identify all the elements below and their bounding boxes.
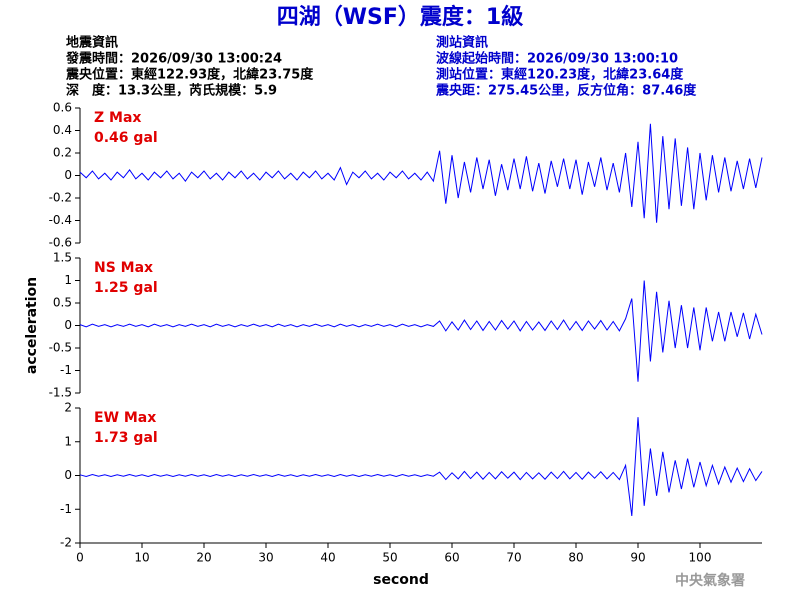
y-tick-label: -1 [60, 363, 72, 377]
max-label: 1.25 gal [94, 280, 158, 296]
info-line: 震央位置：東經122.93度，北緯23.75度 [65, 67, 314, 83]
info-line: 測站位置：東經120.23度，北緯23.64度 [436, 67, 684, 83]
max-label: Z Max [94, 110, 141, 126]
info-line: 波線起始時間：2026/09/30 13:00:10 [436, 51, 678, 67]
y-tick-label: 0 [64, 468, 72, 482]
x-tick-label: 10 [134, 551, 149, 565]
x-tick-label: 0 [76, 551, 84, 565]
waveform [79, 280, 763, 382]
y-tick-label: 1.5 [53, 251, 72, 265]
y-tick-label: 1 [64, 273, 72, 287]
y-tick-label: -0.5 [49, 341, 72, 355]
credit: 中央氣象署 [675, 572, 745, 589]
y-axis-label: acceleration [24, 277, 40, 374]
y-tick-label: 0.2 [53, 146, 72, 160]
max-label: 1.73 gal [94, 430, 158, 446]
y-tick-label: -2 [60, 536, 72, 550]
x-axis-label: second [373, 572, 429, 588]
y-tick-label: 0.5 [53, 296, 72, 310]
x-tick-label: 80 [568, 551, 583, 565]
waveform [79, 123, 763, 223]
max-label: NS Max [94, 260, 153, 276]
info-line: 測站資訊 [436, 35, 488, 51]
info-line: 震央距：275.45公里，反方位角：87.46度 [435, 83, 697, 99]
x-tick-label: 20 [196, 551, 211, 565]
y-tick-label: 0 [64, 318, 72, 332]
y-tick-label: 0.4 [53, 123, 72, 137]
y-tick-label: -0.2 [49, 191, 72, 205]
x-tick-label: 70 [506, 551, 521, 565]
y-tick-label: -1.5 [49, 386, 72, 400]
info-line: 深 度：13.3公里，芮氏規模：5.9 [66, 83, 277, 99]
info-line: 發震時間：2026/09/30 13:00:24 [65, 51, 282, 67]
x-tick-label: 50 [382, 551, 397, 565]
x-tick-label: 60 [444, 551, 459, 565]
x-tick-label: 30 [258, 551, 273, 565]
x-tick-label: 40 [320, 551, 335, 565]
y-tick-label: 1 [64, 434, 72, 448]
y-tick-label: 0 [64, 168, 72, 182]
x-tick-label: 90 [630, 551, 645, 565]
max-label: 0.46 gal [94, 130, 158, 146]
y-tick-label: -0.4 [49, 213, 72, 227]
info-line: 地震資訊 [66, 35, 118, 51]
waveform [79, 417, 763, 517]
y-tick-label: -1 [60, 502, 72, 516]
y-tick-label: -0.6 [49, 236, 72, 250]
title: 四湖（WSF）震度：1級 [277, 4, 523, 30]
x-tick-label: 100 [689, 551, 712, 565]
max-label: EW Max [94, 410, 156, 426]
y-tick-label: 2 [64, 401, 72, 415]
y-tick-label: 0.6 [53, 101, 72, 115]
